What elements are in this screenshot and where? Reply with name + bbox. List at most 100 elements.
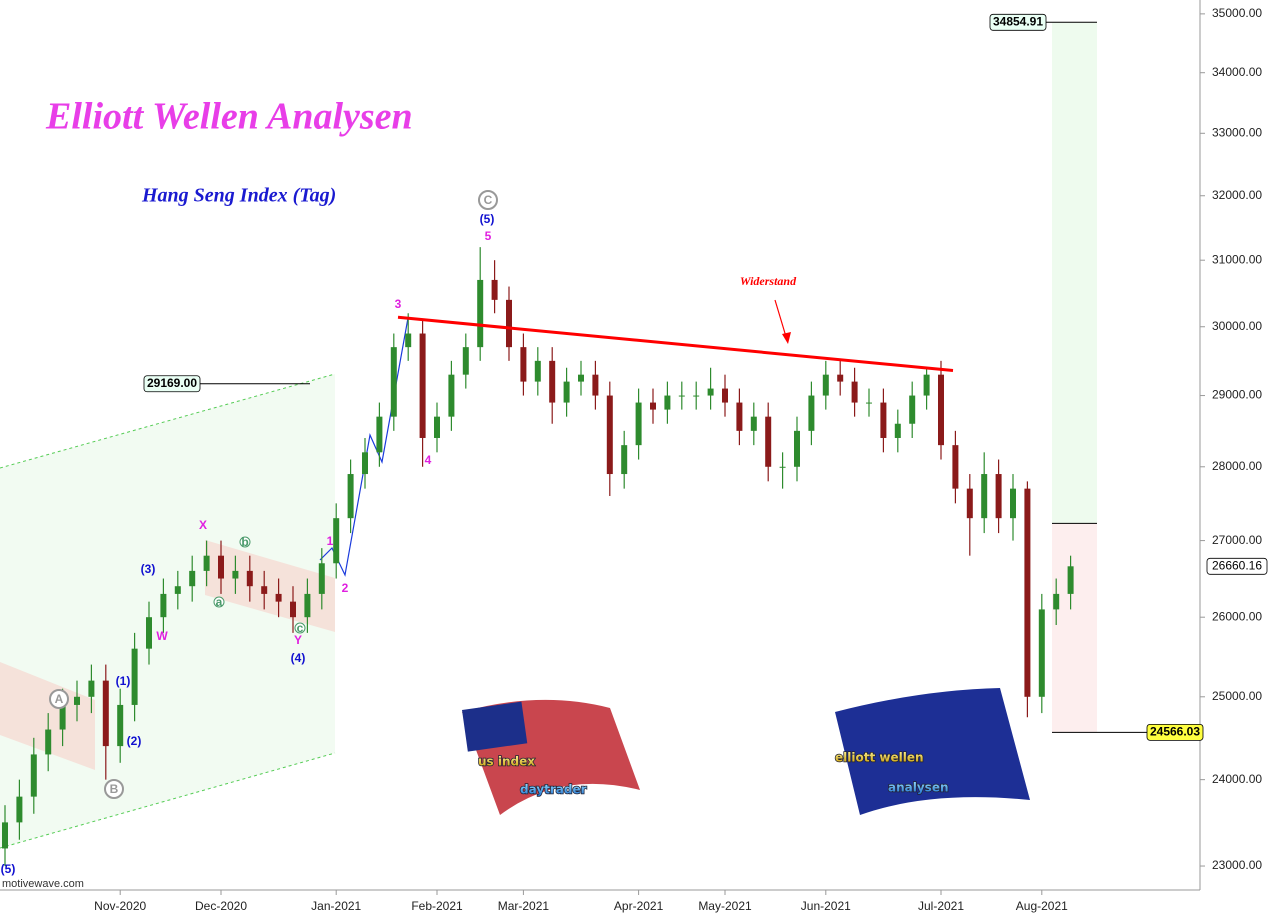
candle-body <box>2 822 8 849</box>
candle <box>534 347 541 396</box>
price-box <box>1146 723 1204 741</box>
wave-label: 2 <box>342 581 349 595</box>
x-tick-label: Jan-2021 <box>311 899 361 913</box>
x-tick-label: Aug-2021 <box>1016 899 1068 913</box>
candle-body <box>333 518 340 564</box>
candle <box>290 586 296 633</box>
y-tick-label: 28000.00 <box>1212 459 1262 473</box>
candle-body <box>621 445 628 475</box>
y-tick-label: 23000.00 <box>1212 858 1262 872</box>
wave-circle <box>239 536 251 548</box>
candle-body <box>174 586 181 594</box>
wave-label: (2) <box>127 734 142 748</box>
candle-body <box>952 445 959 489</box>
candle <box>520 333 527 396</box>
y-tick-label: 31000.00 <box>1212 252 1262 266</box>
candle <box>462 333 469 389</box>
candle <box>160 578 167 633</box>
candle-body <box>102 680 109 747</box>
candle-body <box>477 279 484 348</box>
candle <box>606 381 613 496</box>
x-tick-label: Dec-2020 <box>195 899 247 913</box>
wave-label: c <box>297 621 304 635</box>
wave-label: 1 <box>327 534 334 548</box>
candle-body <box>808 395 815 431</box>
candle-body <box>592 374 599 396</box>
candle <box>1053 578 1060 626</box>
wave-label: 3 <box>395 297 402 311</box>
y-tick-label: 34000.00 <box>1212 65 1262 79</box>
candle <box>678 381 685 410</box>
candle-body <box>894 423 901 438</box>
candle-body <box>736 402 743 431</box>
candle <box>491 260 498 314</box>
candle-body <box>995 474 1002 519</box>
candle <box>851 367 858 417</box>
candle-body <box>146 617 152 649</box>
wave-label: X <box>199 518 207 532</box>
candle <box>16 779 23 840</box>
candle-body <box>909 395 916 424</box>
wave-label: C <box>484 193 493 207</box>
candle-body <box>822 374 829 396</box>
candle <box>30 737 37 814</box>
candle <box>808 381 815 446</box>
candle <box>189 555 196 602</box>
candle-body <box>650 402 656 410</box>
candle-body <box>347 474 354 519</box>
candle <box>664 381 671 424</box>
y-tick-label: 29000.00 <box>1212 388 1262 402</box>
candle-body <box>923 374 930 396</box>
wave-label: b <box>241 535 248 549</box>
price-label: 34854.91 <box>993 14 1043 28</box>
candle <box>693 381 700 410</box>
correction-box <box>205 540 335 632</box>
candle <box>477 247 484 361</box>
y-tick-label: 32000.00 <box>1212 188 1262 202</box>
candle <box>938 360 944 460</box>
candle <box>621 430 628 489</box>
chart-subtitle: Hang Seng Index (Tag) <box>141 185 336 207</box>
candle-body <box>678 395 685 397</box>
logo-flag-canton <box>462 701 528 752</box>
logo-text: analysen <box>888 781 949 795</box>
candle <box>866 388 872 417</box>
y-tick-label: 27000.00 <box>1212 533 1262 547</box>
price-label: 24566.03 <box>1150 725 1200 739</box>
candle-body <box>880 402 887 438</box>
candle-body <box>506 299 512 348</box>
candle-body <box>750 416 757 431</box>
candle-body <box>1067 566 1074 594</box>
candle-body <box>491 279 498 300</box>
wave-label: Y <box>294 633 302 647</box>
candle <box>1038 593 1045 714</box>
candle <box>1024 481 1031 718</box>
candle-body <box>1024 488 1031 697</box>
candle <box>1010 474 1016 541</box>
risk-zone <box>1052 523 1097 733</box>
candle-body <box>160 593 167 618</box>
price-box <box>1206 557 1268 575</box>
x-tick-label: Jul-2021 <box>918 899 964 913</box>
x-tick-label: Apr-2021 <box>614 899 664 913</box>
wave-label: (5) <box>480 212 495 226</box>
candle <box>74 680 80 722</box>
candle-body <box>966 488 973 519</box>
candle-body <box>549 360 556 403</box>
candle-body <box>16 796 23 823</box>
candle-body <box>1010 488 1016 519</box>
candle <box>45 713 52 772</box>
x-tick-label: Mar-2021 <box>498 899 550 913</box>
y-tick-label: 26000.00 <box>1212 609 1262 623</box>
candle <box>592 360 599 410</box>
candle <box>333 503 340 579</box>
candle <box>750 402 757 446</box>
wave-circle <box>213 596 225 608</box>
candle-body <box>1038 609 1045 697</box>
candle <box>966 474 973 556</box>
candle <box>434 402 440 453</box>
candle-body <box>117 704 124 747</box>
wave-label: B <box>110 782 119 796</box>
correction-box <box>0 662 95 770</box>
